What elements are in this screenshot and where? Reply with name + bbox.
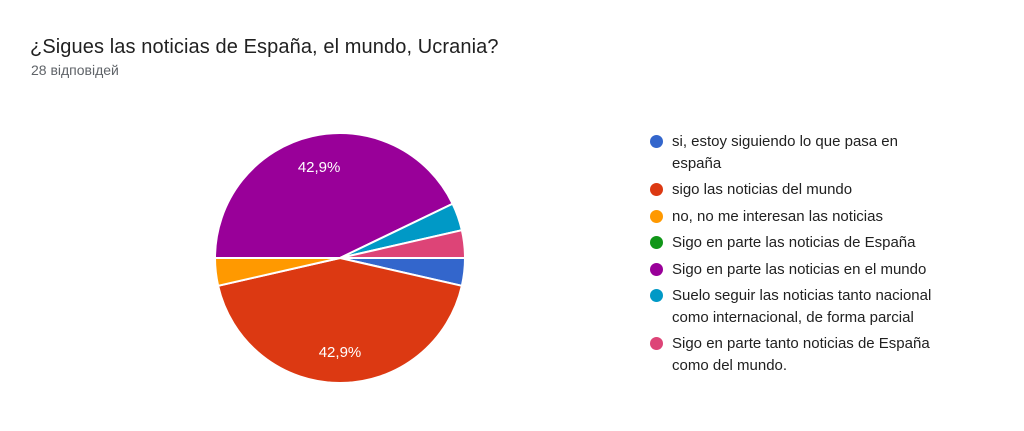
legend-swatch-icon (650, 135, 663, 148)
legend-label: si, estoy siguiendo lo que pasa en españa (672, 133, 898, 172)
pie-slice-label-4: 42,9% (298, 159, 341, 176)
legend-label: Suelo seguir las noticias tanto nacional… (672, 287, 932, 326)
responses-count: 28 відповідей (31, 62, 119, 78)
legend-swatch-icon (650, 262, 663, 276)
legend-item-1: sigo las noticias del mundo (650, 179, 990, 201)
legend-swatch-icon (650, 183, 663, 196)
legend-item-0: si, estoy siguiendo lo que pasa en españa (650, 131, 990, 174)
legend-swatch-icon (650, 289, 663, 302)
pie-slice-label-1: 42,9% (319, 344, 362, 361)
legend-label: no, no me interesan las noticias (672, 207, 883, 225)
legend-label: Sigo en parte las noticias en el mundo (672, 260, 927, 278)
legend-swatch-icon (650, 209, 663, 223)
legend-label: Sigo en parte las noticias de España (672, 234, 916, 251)
pie-chart: 42,9% 42,9% (213, 132, 467, 384)
pie-slice-4[interactable] (214, 132, 454, 259)
legend-item-5: Suelo seguir las noticias tanto nacional… (650, 285, 990, 328)
legend-item-6: Sigo en parte tanto noticias de España co… (650, 333, 990, 376)
legend-item-3: Sigo en parte las noticias de España (650, 232, 990, 254)
chart-legend: si, estoy siguiendo lo que pasa en españa… (650, 131, 990, 376)
legend-label: sigo las noticias del mundo (672, 181, 853, 198)
legend-swatch-icon (650, 337, 663, 350)
legend-label: Sigo en parte tanto noticias de España co… (672, 335, 930, 374)
legend-item-2: no, no me interesan las noticias (650, 206, 990, 228)
pie-slice-6[interactable] (339, 229, 467, 259)
legend-swatch-icon (650, 236, 663, 249)
question-title: ¿Sigues las noticias de España, el mundo… (30, 36, 499, 58)
pie-slice-1[interactable] (217, 257, 463, 384)
legend-item-4: Sigo en parte las noticias en el mundo (650, 259, 990, 281)
